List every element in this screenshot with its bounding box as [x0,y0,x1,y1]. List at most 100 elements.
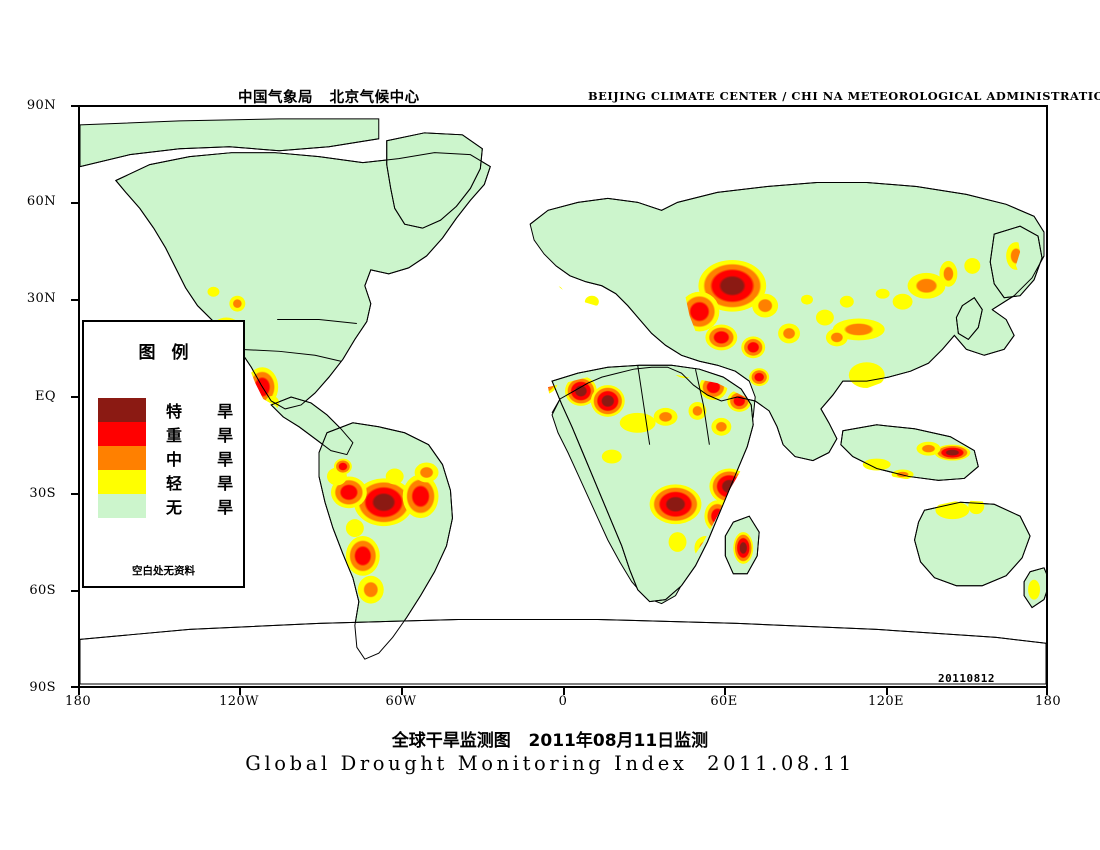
ytick-label-eq: EQ [35,389,56,404]
legend-swatch-no-drought [98,494,146,518]
agency-credit-english: BEIJING CLIMATE CENTER / CHI NA METEOROL… [588,89,1100,103]
drought-region-siberia-spot-2 [875,288,890,299]
legend-label-extreme-drought: 特 旱 [166,402,242,421]
ytick-label-30s: 30S [29,486,56,501]
legend-item-extreme-drought: 特 旱 [98,398,241,422]
drought-severity-overlay [108,218,1041,608]
drought-region-afghanistan [749,368,770,387]
drought-region-northern-mexico [244,400,267,429]
page-title-chinese: 全球干旱监测图 2011年08月11日监测 [391,731,709,751]
ytick-label-60n: 60N [26,194,56,209]
xtick-label-60e: 60E [710,694,738,709]
xtick-mark-60w [401,688,403,695]
drought-region-horn-of-africa [709,468,750,505]
xtick-mark-120w [239,688,241,695]
drought-region-amur [939,260,958,287]
drought-region-kenya-tanzania [704,500,731,533]
drought-region-northeast-brazil [402,474,439,519]
legend-note: 空白处无资料 [132,565,195,577]
drought-region-uk [549,285,563,298]
legend-items: 特 旱 重 旱 中 旱 轻 旱 无 旱 [98,398,241,518]
ytick-mark-eq [71,396,78,398]
agency-credit-chinese: 中国气象局 北京气候中心 [238,90,420,106]
drought-region-alberta [229,295,246,312]
legend-label-light-drought: 轻 旱 [166,474,242,493]
ytick-label-30n: 30N [26,291,56,306]
drought-region-caspian [741,336,766,359]
ytick-label-90s: 90S [29,680,56,695]
legend-label-no-drought: 无 旱 [166,498,242,517]
drought-region-gansu [825,328,848,347]
legend-label-moderate-drought: 中 旱 [166,450,242,469]
xtick-label-0: 0 [558,694,568,709]
drought-region-arabia-north [688,401,707,420]
xtick-label-120e: 120E [868,694,904,709]
coastline-outlines [80,132,1046,660]
drought-region-west-papua [916,441,941,456]
ytick-mark-90s [71,686,78,688]
drought-region-kazakhstan [778,323,801,344]
legend-item-moderate-drought: 中 旱 [98,446,241,470]
drought-region-arabia-south [711,417,732,436]
xtick-mark-60e [724,688,726,695]
legend-swatch-severe-drought [98,422,146,446]
drought-region-brazil-coast [414,462,439,483]
ytick-label-90n: 90N [26,98,56,113]
drought-region-iberia [543,348,569,371]
drought-region-italy [619,349,640,366]
drought-region-siberia-west [815,309,834,326]
drought-region-cape-york [968,498,985,515]
drought-region-sahel [619,412,656,433]
page-title-english: Global Drought Monitoring Index 2011.08.… [245,752,855,775]
drought-region-pampas [357,575,384,604]
legend-item-severe-drought: 重 旱 [98,422,241,446]
world-drought-map [78,105,1048,688]
drought-region-bolivia-south [345,519,364,538]
drought-region-south-china [848,362,885,389]
map-datestamp: 20110812 [938,672,995,685]
drought-region-chad [653,407,678,426]
ytick-mark-90n [71,105,78,107]
ytick-label-60s: 60S [29,583,56,598]
legend-swatch-light-drought [98,470,146,494]
drought-region-guinea-coast [601,449,622,464]
xtick-label-180e: 180 [1034,694,1061,709]
xtick-mark-180w [78,688,80,695]
drought-region-western-russia [698,259,767,312]
drought-region-congo-basin [649,484,702,525]
drought-region-northeast-china [907,272,946,299]
xtick-label-180w: 180 [64,694,91,709]
drought-region-angola [668,532,687,552]
drought-region-amazon-east [385,468,404,485]
drought-region-algeria [564,376,597,406]
drought-region-siberia-spot-3 [801,294,813,305]
xtick-mark-120e [886,688,888,695]
drought-region-new-zealand [1028,579,1041,600]
drought-region-urals [752,293,779,318]
legend-label-severe-drought: 重 旱 [166,426,242,445]
legend-swatch-moderate-drought [98,446,146,470]
legend-title: 图例 [138,343,205,363]
drought-region-primorye [964,257,981,274]
ytick-mark-60s [71,590,78,592]
legend-item-no-drought: 无 旱 [98,494,241,518]
xtick-label-60w: 60W [385,694,417,709]
drought-region-siberia-spot-1 [839,295,854,308]
xtick-label-120w: 120W [219,694,259,709]
drought-region-papua-new-guinea [934,444,971,461]
drought-region-chaco [345,536,380,576]
drought-region-madagascar [733,532,754,564]
xtick-mark-0 [563,688,565,695]
map-canvas [80,118,1046,685]
xtick-mark-180e [1046,688,1048,695]
drought-region-scandinavia [584,295,599,308]
drought-region-sahara-central [590,385,625,417]
drought-region-central-brazil [353,478,414,527]
drought-region-sumatra [862,458,891,471]
legend-swatch-extreme-drought [98,398,146,422]
drought-region-mongolia [892,293,913,310]
drought-region-bc-interior [207,286,220,297]
drought-region-ecuador [333,458,352,475]
drought-region-alaska [108,305,123,318]
